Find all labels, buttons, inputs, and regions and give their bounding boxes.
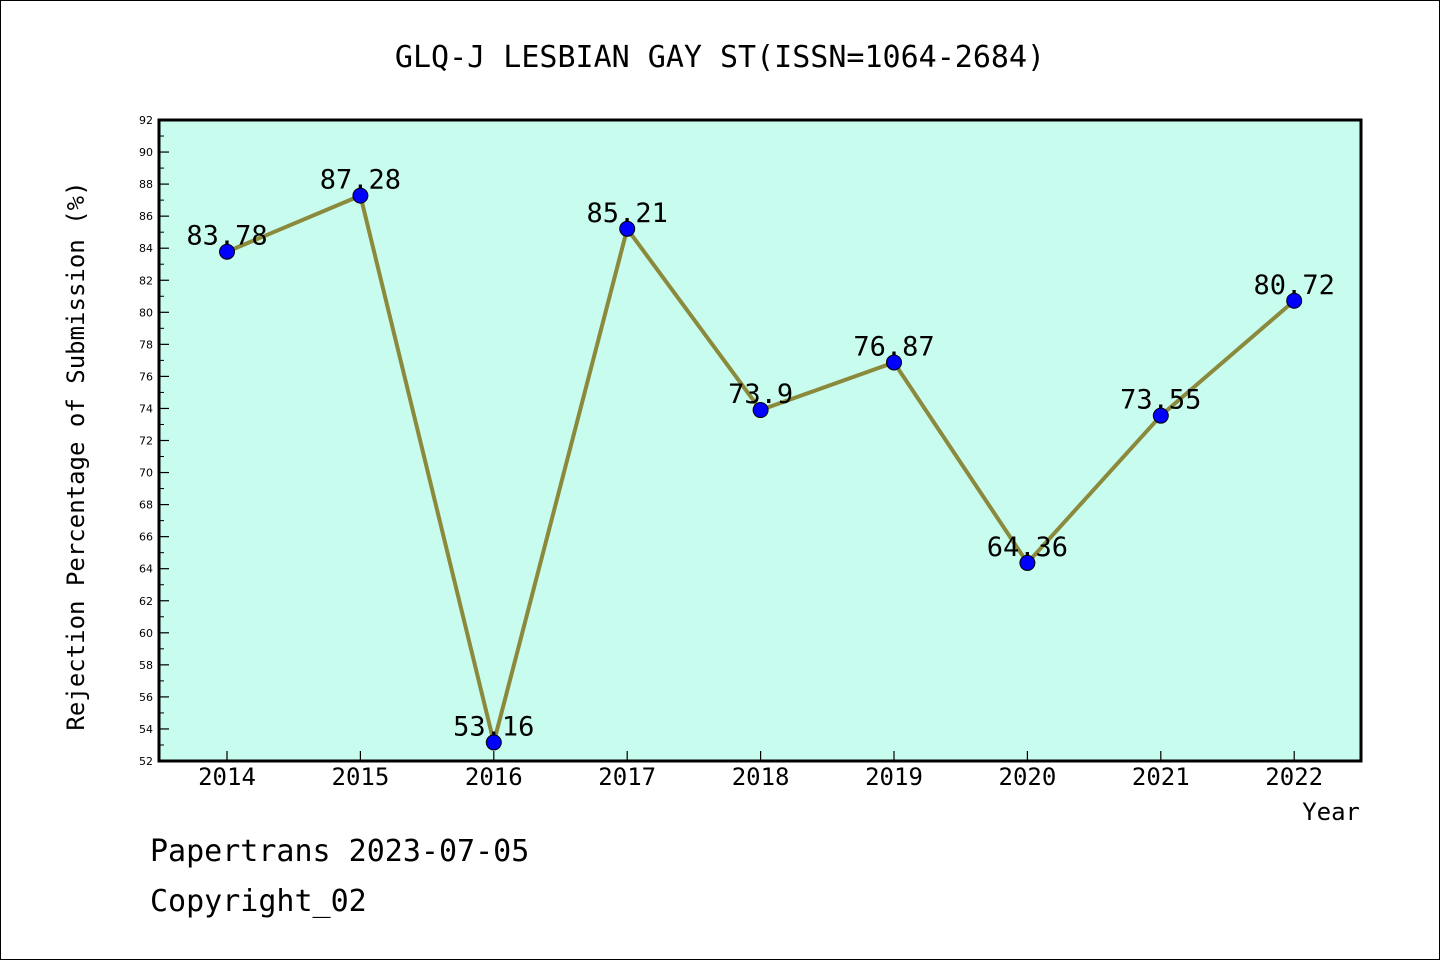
data-label: 83.78 [186, 221, 267, 252]
data-label: 85.21 [587, 198, 668, 229]
data-point [219, 243, 235, 260]
data-point [1019, 554, 1036, 571]
data-label: 87.28 [320, 165, 401, 196]
y-tick-label: 52 [139, 755, 153, 768]
footer-date: Papertrans 2023-07-05 [150, 834, 530, 869]
y-tick-label: 70 [139, 467, 153, 480]
x-tick-label: 2017 [598, 763, 656, 791]
series: 83.78 87.28 53.16 85.21 73.9 76.87 64.36 73.55 8… [186, 165, 1335, 751]
x-axis: 2014 2015 2016 2017 2018 2019 2020 2021 2022 [198, 751, 1323, 791]
data-point [485, 734, 502, 751]
y-tick-label: 76 [139, 370, 153, 383]
y-tick-label: 66 [139, 531, 153, 544]
data-label: 64.36 [987, 532, 1068, 563]
y-tick-label: 92 [139, 114, 153, 127]
data-point [1286, 292, 1303, 309]
y-axis: 52 54 56 58 60 62 64 66 68 70 72 74 76 78 80 82 84 86 88 90… [139, 114, 169, 768]
y-tick-label: 68 [139, 499, 153, 512]
data-point [886, 354, 902, 371]
x-tick-label: 2016 [465, 763, 523, 791]
data-point [752, 402, 769, 419]
x-tick-label: 2015 [332, 763, 390, 791]
x-tick-label: 2020 [999, 763, 1057, 791]
y-tick-label: 90 [139, 146, 153, 159]
y-tick-label: 86 [139, 210, 153, 223]
data-label: 76.87 [853, 331, 934, 362]
x-tick-label: 2022 [1265, 763, 1323, 791]
data-point [352, 187, 369, 204]
data-label: 73.9 [728, 379, 793, 410]
y-tick-label: 88 [139, 178, 153, 191]
y-tick-label: 58 [139, 659, 153, 672]
y-tick-label: 84 [139, 242, 153, 255]
y-tick-label: 72 [139, 435, 153, 448]
plot-area [157, 118, 1363, 763]
data-point [1152, 407, 1169, 424]
y-tick-label: 80 [139, 306, 153, 319]
x-tick-label: 2019 [865, 763, 923, 791]
y-tick-label: 64 [139, 563, 153, 576]
data-point [619, 220, 636, 237]
footer-copyright: Copyright_02 [150, 884, 367, 919]
data-label: 73.55 [1120, 385, 1201, 416]
y-tick-label: 82 [139, 274, 153, 287]
x-axis-label: Year [1302, 798, 1360, 826]
y-axis-label: Rejection Percentage of Submission (%) [62, 181, 90, 730]
y-tick-label: 62 [139, 595, 153, 608]
y-tick-label: 54 [139, 723, 153, 736]
data-label: 53.16 [453, 711, 534, 742]
x-tick-label: 2021 [1132, 763, 1190, 791]
data-label: 80.72 [1254, 270, 1335, 301]
y-tick-label: 56 [139, 691, 153, 704]
x-tick-label: 2018 [732, 763, 790, 791]
y-tick-label: 78 [139, 338, 153, 351]
y-tick-label: 60 [139, 627, 153, 640]
y-tick-label: 74 [139, 402, 153, 415]
x-tick-label: 2014 [198, 763, 256, 791]
chart-title: GLQ-J LESBIAN GAY ST(ISSN=1064-2684) [395, 40, 1045, 75]
